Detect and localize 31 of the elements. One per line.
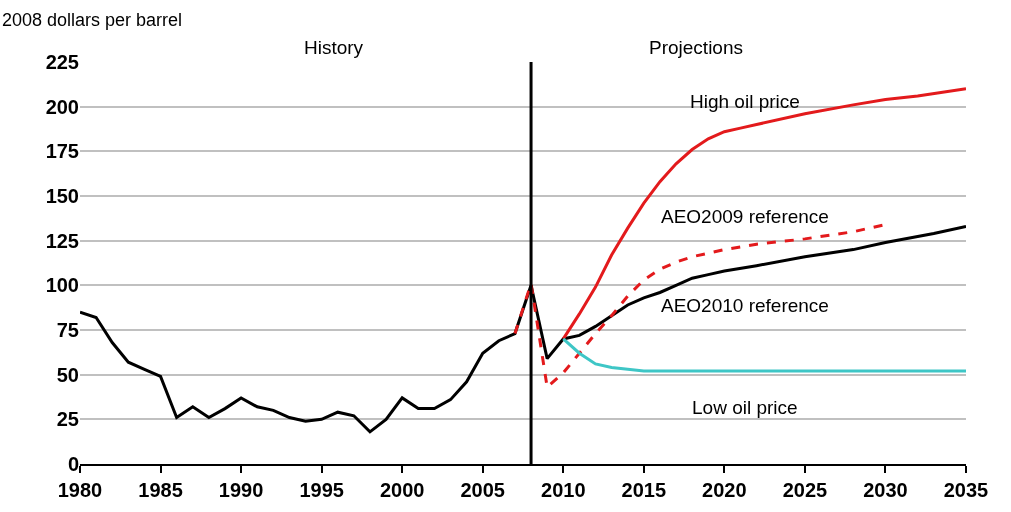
y-tick-label: 175 xyxy=(45,140,79,163)
series-label: AEO2009 reference xyxy=(661,206,829,227)
y-tick-label: 75 xyxy=(56,319,79,341)
x-tick-label: 1995 xyxy=(299,479,344,501)
x-tick-label: 2020 xyxy=(702,479,747,501)
x-tick-label: 2005 xyxy=(460,479,505,501)
x-tick-label: 1990 xyxy=(218,479,264,501)
x-tick-label: 2000 xyxy=(379,479,425,501)
y-tick-label: 100 xyxy=(45,274,79,297)
x-tick-label: 1980 xyxy=(57,479,103,501)
x-tick-label: 2025 xyxy=(782,479,828,501)
y-tick-label: 225 xyxy=(45,51,79,73)
y-axis-title: 2008 dollars per barrel xyxy=(2,10,183,30)
y-tick-label: 50 xyxy=(56,363,79,386)
y-tick-label: 0 xyxy=(67,453,79,475)
y-tick-label: 125 xyxy=(45,229,79,252)
text: History xyxy=(304,37,364,58)
text: Projections xyxy=(649,37,743,58)
x-tick-label: 2015 xyxy=(621,479,667,501)
x-tick-label: 2035 xyxy=(943,479,989,501)
series-label: Low oil price xyxy=(692,397,798,418)
y-tick-label: 25 xyxy=(56,408,79,431)
series-label: High oil price xyxy=(690,91,800,112)
x-tick-label: 2010 xyxy=(541,479,586,501)
x-tick-label: 1985 xyxy=(138,479,183,501)
y-tick-label: 150 xyxy=(45,185,79,207)
line-series xyxy=(561,337,966,373)
y-tick-label: 200 xyxy=(45,95,79,118)
series-label: AEO2010 reference xyxy=(661,295,829,316)
line-series xyxy=(561,87,966,341)
x-tick-label: 2030 xyxy=(863,479,908,501)
